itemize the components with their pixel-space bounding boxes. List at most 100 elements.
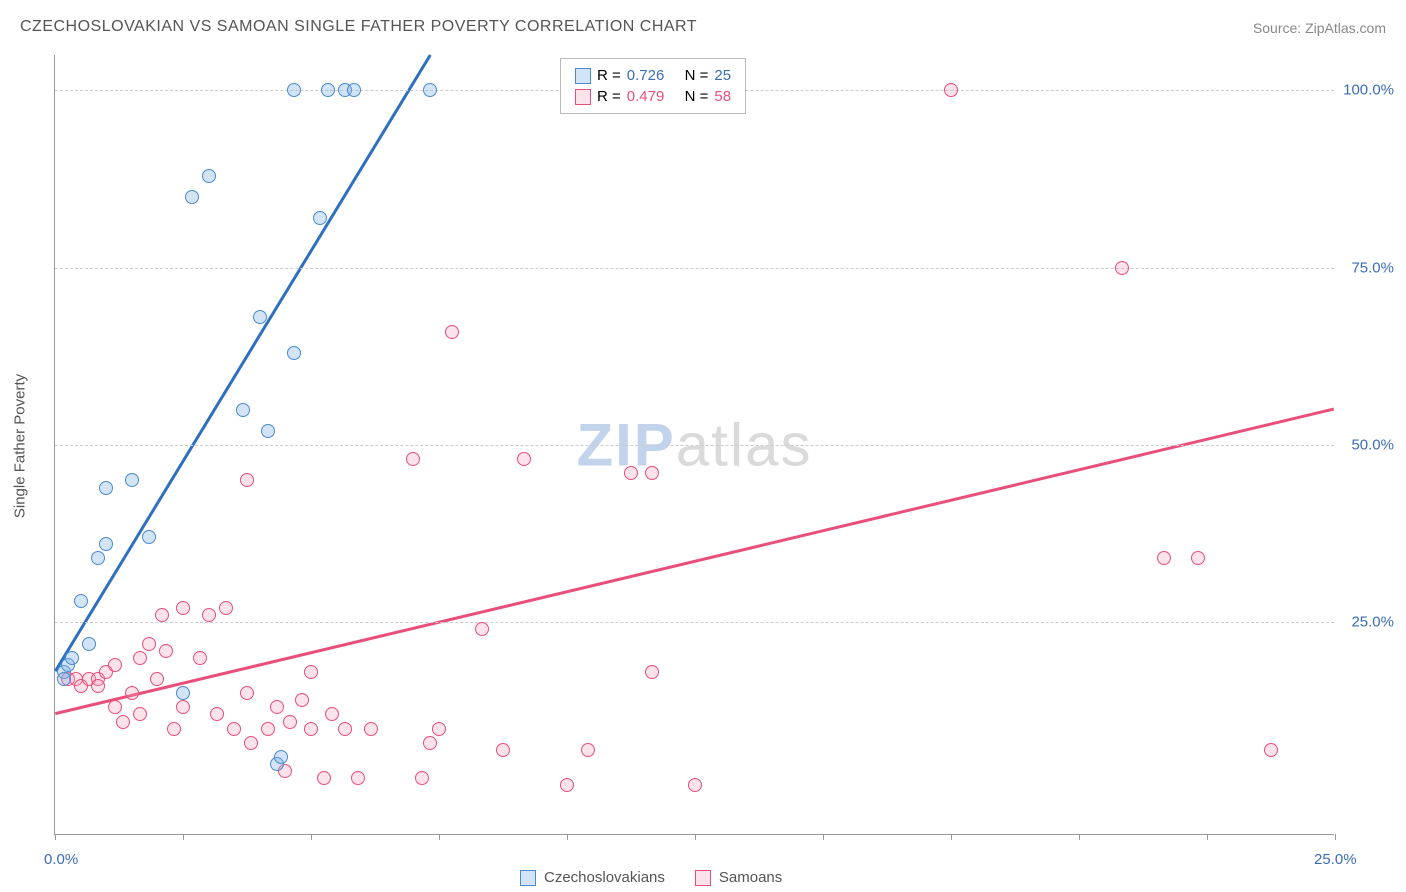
gridline [55,622,1334,623]
series-legend: Czechoslovakians Samoans [520,869,782,886]
data-point-czech [65,651,79,665]
data-point-czech [236,403,250,417]
source-label: Source: [1253,20,1305,36]
data-point-czech [202,169,216,183]
data-point-samoan [445,325,459,339]
data-point-samoan [423,736,437,750]
x-tick [311,834,312,840]
data-point-czech [91,551,105,565]
x-tick [823,834,824,840]
data-point-czech [274,750,288,764]
data-point-samoan [116,715,130,729]
data-point-samoan [125,686,139,700]
y-tick-label: 25.0% [1351,614,1394,631]
data-point-czech [253,310,267,324]
n-label: N = [685,88,709,105]
data-point-samoan [219,601,233,615]
data-point-samoan [176,700,190,714]
data-point-samoan [475,622,489,636]
y-tick-label: 100.0% [1343,82,1394,99]
data-point-samoan [176,601,190,615]
source-value: ZipAtlas.com [1305,20,1386,36]
data-point-samoan [624,466,638,480]
data-point-czech [321,83,335,97]
r-label: R = [597,88,621,105]
data-point-samoan [155,608,169,622]
n-value-czech: 25 [714,67,731,84]
data-point-samoan [167,722,181,736]
data-point-samoan [304,722,318,736]
chart-title: CZECHOSLOVAKIAN VS SAMOAN SINGLE FATHER … [20,18,697,36]
x-tick [55,834,56,840]
data-point-samoan [496,743,510,757]
source-attribution: Source: ZipAtlas.com [1253,20,1386,36]
plot-area: ZIPatlas 25.0%50.0%75.0%100.0% [54,55,1334,835]
data-point-samoan [133,651,147,665]
r-value-samoan: 0.479 [627,88,665,105]
data-point-czech [57,672,71,686]
x-tick [439,834,440,840]
data-point-samoan [364,722,378,736]
data-point-samoan [240,686,254,700]
data-point-samoan [210,707,224,721]
data-point-czech [423,83,437,97]
data-point-czech [261,424,275,438]
r-value-czech: 0.726 [627,67,665,84]
data-point-samoan [351,771,365,785]
swatch-samoan [575,89,591,105]
data-point-samoan [432,722,446,736]
data-point-samoan [304,665,318,679]
data-point-samoan [1157,551,1171,565]
data-point-samoan [517,452,531,466]
data-point-czech [142,530,156,544]
r-label: R = [597,67,621,84]
trend-line [55,55,430,671]
data-point-samoan [560,778,574,792]
data-point-samoan [406,452,420,466]
data-point-samoan [317,771,331,785]
data-point-samoan [227,722,241,736]
data-point-czech [176,686,190,700]
data-point-czech [99,481,113,495]
data-point-czech [74,594,88,608]
data-point-samoan [338,722,352,736]
series-label-czech: Czechoslovakians [544,869,665,886]
x-tick [567,834,568,840]
data-point-samoan [944,83,958,97]
data-point-czech [347,83,361,97]
data-point-samoan [1191,551,1205,565]
data-point-czech [185,190,199,204]
legend-item-samoan: Samoans [695,869,782,886]
data-point-samoan [261,722,275,736]
x-tick [695,834,696,840]
data-point-samoan [202,608,216,622]
data-point-samoan [159,644,173,658]
data-point-samoan [270,700,284,714]
x-tick [951,834,952,840]
data-point-samoan [645,665,659,679]
data-point-samoan [1115,261,1129,275]
data-point-samoan [150,672,164,686]
data-point-samoan [108,700,122,714]
y-tick-label: 75.0% [1351,259,1394,276]
legend-row-samoan: R = 0.479 N = 58 [575,86,731,107]
legend-item-czech: Czechoslovakians [520,869,665,886]
legend-row-czech: R = 0.726 N = 25 [575,65,731,86]
data-point-samoan [283,715,297,729]
correlation-legend: R = 0.726 N = 25 R = 0.479 N = 58 [560,58,746,114]
x-tick [1079,834,1080,840]
data-point-samoan [415,771,429,785]
gridline [55,268,1334,269]
data-point-czech [287,346,301,360]
swatch-czech [520,870,536,886]
data-point-samoan [108,658,122,672]
data-point-samoan [645,466,659,480]
x-tick [1207,834,1208,840]
n-label: N = [685,67,709,84]
data-point-samoan [244,736,258,750]
x-tick [183,834,184,840]
data-point-samoan [142,637,156,651]
data-point-czech [125,473,139,487]
y-axis-label: Single Father Poverty [12,374,29,518]
data-point-samoan [193,651,207,665]
